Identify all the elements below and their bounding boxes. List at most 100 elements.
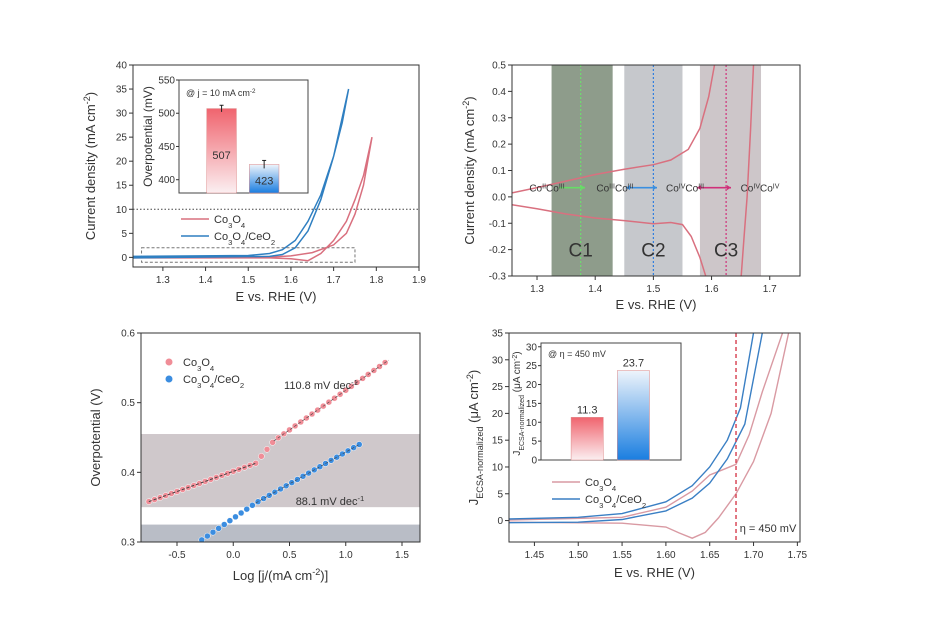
data-point — [204, 532, 211, 540]
inset-y-tick-label: 20 — [526, 380, 538, 391]
legend-marker — [165, 375, 173, 383]
plot-frame — [140, 332, 421, 543]
data-point — [339, 450, 346, 458]
x-tick-label: 1.7 — [763, 284, 777, 295]
data-point — [342, 387, 349, 394]
oxidation-state-label: CoIVCoIV — [741, 183, 780, 195]
data-point — [201, 478, 209, 485]
inset-title: @ j = 10 mA cm-2 — [186, 88, 256, 99]
inset-bar — [570, 417, 604, 461]
plot-area — [509, 333, 790, 542]
inset-y-axis-label: Overpotential (mV) — [141, 86, 155, 187]
data-point — [299, 473, 307, 480]
bar-value-label: 507 — [212, 150, 230, 162]
inset-y-tick-label: 0 — [531, 456, 537, 467]
x-axis-label: E vs. RHE (V) — [614, 565, 695, 580]
legend-marker — [165, 358, 173, 366]
y-tick-label: 0.3 — [121, 538, 135, 549]
data-point — [282, 482, 290, 490]
panel-d — [505, 332, 801, 546]
inset-y-axis-label: JECSA-normalized (μA cm-2) — [512, 351, 526, 455]
series-line — [509, 333, 763, 524]
plot-area — [133, 88, 419, 263]
inset-y-tick-label: 15 — [526, 399, 538, 410]
y-tick-label: 35 — [492, 329, 504, 340]
arrow-head-right-icon — [727, 185, 731, 191]
tafel-slope-label: 110.8 mV dec-1 — [284, 378, 358, 393]
x-tick-label: -0.5 — [168, 550, 186, 561]
bar-value-label: 11.3 — [577, 404, 598, 416]
legend-label: Co3O4 — [183, 357, 215, 373]
y-tick-label: 25 — [116, 133, 128, 144]
y-axis-label: Overpotential (V) — [88, 388, 103, 486]
x-tick-label: 1.5 — [241, 275, 255, 286]
data-point — [303, 414, 310, 422]
data-point — [198, 536, 205, 542]
data-point — [232, 513, 239, 521]
panel-c — [137, 332, 421, 546]
data-point — [237, 509, 245, 517]
x-tick-label: 1.4 — [199, 275, 213, 286]
series-line — [133, 136, 373, 262]
x-tick-label: 0.0 — [226, 550, 240, 561]
arrow-head-left-icon — [626, 185, 630, 191]
x-tick-label: 1.6 — [284, 275, 298, 286]
x-axis-label: Log [j/(mA cm-2)] — [233, 567, 329, 583]
y-axis-label: JECSA-normalized (μA cm-2) — [465, 370, 485, 506]
bar-value-label: 23.7 — [623, 358, 644, 370]
series-line — [512, 204, 707, 276]
x-tick-label: 1.7 — [327, 275, 341, 286]
region-label: C2 — [641, 241, 665, 262]
inset-y-tick-label: 500 — [158, 109, 175, 120]
y-tick-label: -0.1 — [489, 219, 507, 230]
y-tick-label: 15 — [116, 181, 128, 192]
x-tick-label: 1.60 — [656, 550, 676, 561]
reference-line-label: η = 450 mV — [740, 523, 797, 535]
inset-y-tick-label: 450 — [158, 142, 175, 153]
x-tick-label: 1.0 — [339, 550, 353, 561]
data-point — [359, 375, 366, 382]
highlight-box — [141, 247, 356, 263]
plot-frame — [132, 64, 420, 268]
y-tick-label: 40 — [116, 61, 128, 72]
y-tick-label: 5 — [497, 489, 503, 500]
y-axis-label: Current density (mA cm-2) — [82, 92, 98, 240]
data-point — [249, 502, 256, 509]
x-tick-label: 1.75 — [788, 550, 808, 561]
inset-y-tick-label: 550 — [158, 76, 175, 87]
y-tick-label: 20 — [492, 409, 504, 420]
shaded-band — [141, 524, 420, 542]
region-label: C3 — [714, 241, 738, 262]
data-point — [260, 495, 267, 502]
x-tick-label: 1.4 — [588, 284, 602, 295]
x-axis-label: E vs. RHE (V) — [616, 297, 697, 312]
inset-y-tick-label: 10 — [526, 418, 538, 429]
y-tick-label: 30 — [116, 109, 128, 120]
data-point — [196, 480, 203, 487]
data-point — [277, 485, 284, 493]
y-tick-label: 0.5 — [492, 61, 506, 72]
x-axis-label: E vs. RHE (V) — [236, 289, 317, 304]
tafel-fit-line — [148, 462, 256, 503]
data-point — [215, 525, 222, 532]
panel-b — [508, 64, 801, 280]
legend-label: Co3O4 — [214, 214, 246, 230]
region-label: C1 — [569, 241, 593, 262]
legend-label: Co3O4/CeO2 — [585, 494, 646, 510]
x-tick-label: 1.9 — [412, 275, 426, 286]
x-tick-label: 1.5 — [646, 284, 660, 295]
plot-area — [512, 65, 762, 276]
series-line — [133, 88, 350, 259]
y-tick-label: 30 — [492, 355, 504, 366]
data-point — [331, 394, 338, 402]
data-point — [226, 517, 234, 524]
y-tick-label: 0 — [121, 253, 127, 264]
plot-frame — [508, 332, 801, 543]
oxidation-state-label: CoIICoIII — [529, 183, 564, 195]
series-line — [509, 333, 784, 521]
y-tick-label: -0.2 — [489, 245, 507, 256]
tafel-fit-line — [273, 359, 389, 442]
y-tick-label: 0.2 — [492, 140, 506, 151]
y-tick-label: 0.0 — [492, 192, 506, 203]
